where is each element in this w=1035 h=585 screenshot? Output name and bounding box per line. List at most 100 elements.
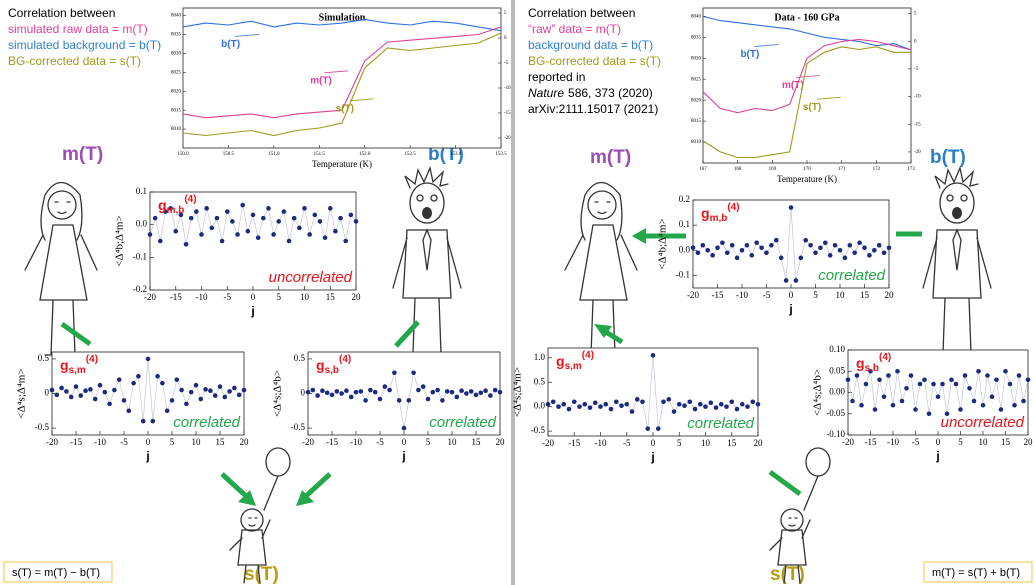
point [483,388,488,394]
x-tick-label: -5 [120,437,128,447]
y-tick-label: -0.1 [133,251,147,261]
y2-tick-label: -20 [504,136,511,141]
point [917,381,923,387]
y2-tick-label: 5 [504,11,507,16]
point [886,245,892,251]
y-tick-label: 0.05 [829,365,845,375]
point [940,381,945,387]
x-tick-label: 20 [240,437,250,447]
point [174,377,180,382]
point [173,228,179,234]
x-tick-label: 5 [170,437,175,447]
x-tick-label: 0 [402,437,407,447]
point [713,405,719,410]
point [236,392,242,398]
point [832,242,838,248]
annotation: correlated [429,414,496,431]
point [994,377,999,383]
series-pointer [796,75,821,78]
point [749,253,755,258]
point [261,215,266,221]
point [430,389,436,395]
corr-label: gs,m(4) [556,350,594,372]
point [97,382,103,388]
point [962,373,968,378]
plot-frame [51,351,245,436]
arrow [768,469,802,497]
y-tick-label: 8035 [691,35,702,40]
y-tick-label: 0.0 [679,244,691,254]
point [998,407,1004,412]
label-base: g [60,357,69,373]
point [989,394,995,400]
x-tick-label: 10 [836,290,846,300]
point [868,368,873,374]
point [708,400,714,406]
plot-frame [692,199,890,289]
chart-title: Data - 160 GPa [774,12,839,23]
y-tick-label: 0.1 [136,186,147,196]
x-tick-label: -5 [763,290,771,300]
x-tick-label: -20 [302,437,314,447]
y-tick-label: 8010 [691,140,702,145]
point [121,398,127,403]
y-tick-label: 8020 [171,89,182,94]
point [634,397,640,402]
point [54,392,60,398]
x-tick-label: 15 [860,290,870,300]
y-tick-label: 1.0 [534,352,546,362]
y2-tick-label: -5 [504,61,509,66]
point [425,396,431,402]
x-tick-label: 5 [426,437,431,447]
b-label: b(T) [930,147,966,168]
point [640,399,645,405]
y-tick-label: 8015 [691,119,702,124]
x-tick-label: 20 [1024,437,1034,447]
point [935,394,941,400]
point [88,387,93,392]
point [710,253,715,258]
point [695,250,701,256]
point [382,384,388,389]
point [83,388,88,394]
x-tick-label: 15 [216,437,226,447]
point [492,387,498,393]
header-line: BG-corrected data = s(T) [528,54,661,68]
journal-ref: 586, 373 (2020) [568,86,653,100]
point [396,398,402,403]
kid-figure [769,447,831,584]
point [808,242,813,248]
point [329,392,335,398]
y-tick-label: 8020 [691,98,702,103]
point [827,253,833,258]
point [550,399,556,405]
header-line: arXiv:2111.15017 (2021) [528,102,658,116]
y-axis-label: <Δ⁴b;Δ⁴m> [114,215,126,266]
x-tick-label: 152.5 [405,152,417,157]
point [411,370,416,376]
point [603,401,609,407]
corr-label: gm,b(4) [158,194,197,216]
point [291,215,297,221]
point [478,390,484,396]
point [245,228,251,234]
point [150,418,156,424]
y-tick-label: -0.10 [826,429,845,439]
point [850,398,855,404]
plot-frame [182,7,502,149]
point [406,398,412,403]
series-pointer [816,96,841,100]
point [671,409,677,414]
point [1007,381,1013,387]
point [1012,402,1017,408]
point [682,403,687,408]
arrow [220,472,248,498]
y-axis-label: <Δ⁴s;Δ⁴m> [512,367,524,417]
point [276,219,282,224]
x-tick-label: 20 [885,290,895,300]
series-name: b(T) [740,49,759,60]
point [449,389,455,395]
point [235,232,240,237]
point [980,402,986,408]
point [566,406,572,412]
